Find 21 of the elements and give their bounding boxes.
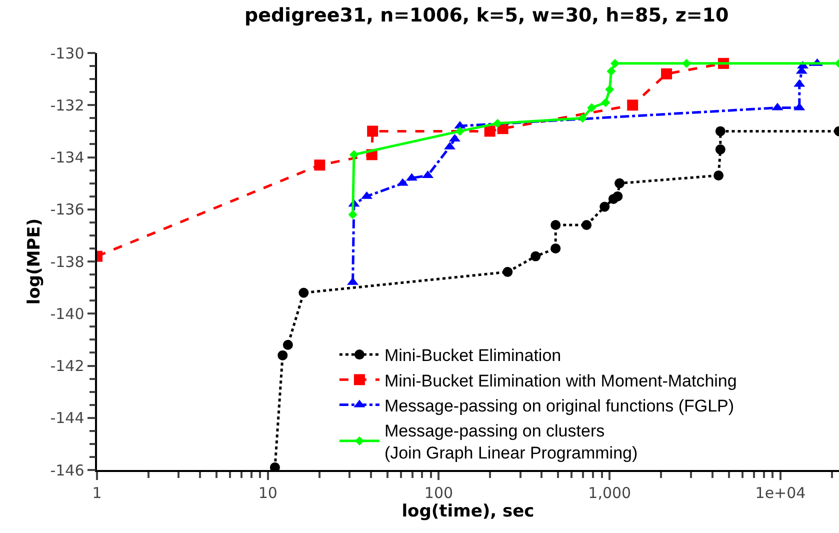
legend-label: Message-passing on clusters (Join Graph Linear Programming) (384, 421, 638, 463)
y-tick-label: -138 (50, 252, 84, 271)
x-tick-label: 1,000 (588, 484, 632, 502)
y-tick-label: -130 (50, 44, 84, 62)
y-tick-label: -132 (50, 96, 84, 114)
x-axis-title: log(time), sec (402, 502, 534, 522)
y-tick-label: -142 (50, 357, 84, 375)
y-axis-title: log(MPE) (24, 218, 44, 305)
y-tick-label: -136 (50, 200, 84, 219)
legend-label: Mini-Bucket Elimination with Moment-Matching (384, 371, 737, 390)
legend-label: Mini-Bucket Elimination (384, 346, 562, 366)
x-tick-label: 10 (258, 484, 278, 502)
x-tick-label: 1 (92, 484, 102, 502)
legend-label: Message-passing on original functions (FGLP) (384, 396, 734, 416)
y-tick-label: -144 (50, 409, 84, 428)
y-tick-label: -134 (50, 148, 84, 166)
x-tick-label: 100 (424, 484, 454, 502)
y-tick-label: -146 (50, 461, 84, 480)
x-tick-label: 1e+04 (755, 484, 806, 502)
chart-title: pedigree31, n=1006, k=5, w=30, h=85, z=10 (244, 4, 729, 26)
y-tick-label: -140 (50, 304, 84, 323)
